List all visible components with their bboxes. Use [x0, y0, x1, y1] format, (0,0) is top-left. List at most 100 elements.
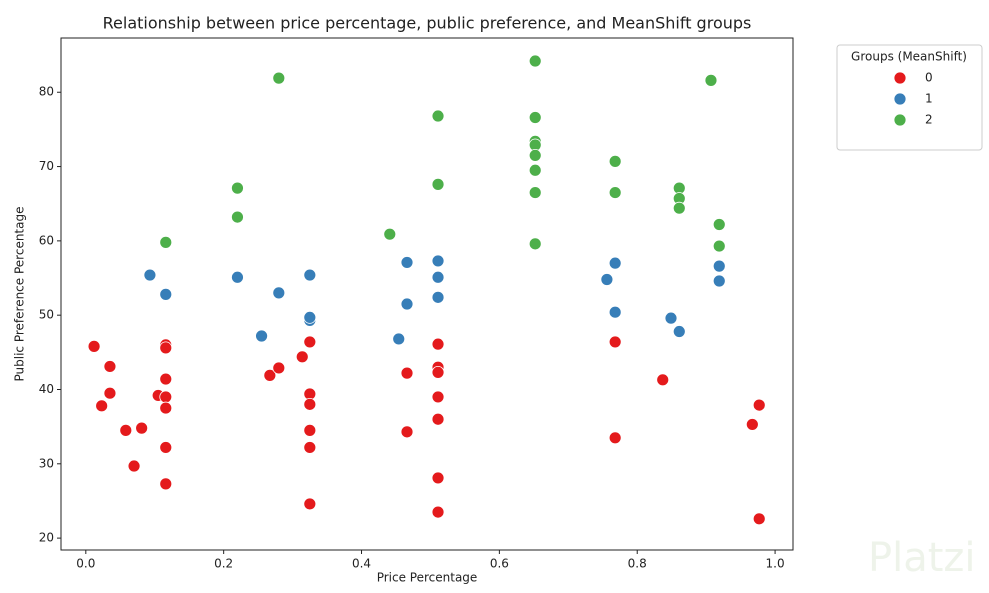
y-tick-label: 20	[39, 531, 54, 545]
point	[528, 54, 542, 68]
legend-marker	[893, 92, 907, 106]
point	[295, 350, 309, 364]
point	[95, 399, 109, 413]
point	[400, 297, 414, 311]
legend-marker	[893, 113, 907, 127]
point	[143, 268, 157, 282]
x-axis-label: Price Percentage	[377, 571, 478, 585]
point	[231, 181, 244, 195]
point	[528, 149, 542, 162]
point	[752, 398, 766, 412]
point	[712, 218, 726, 231]
y-tick-label: 50	[39, 308, 54, 322]
point	[431, 505, 445, 519]
point	[231, 270, 244, 284]
legend-label: 1	[925, 92, 933, 106]
point	[431, 337, 445, 351]
point	[745, 418, 759, 431]
point	[528, 237, 542, 251]
point	[672, 201, 686, 215]
point	[159, 477, 173, 491]
point	[431, 109, 445, 123]
chart-title: Relationship between price percentage, p…	[103, 14, 752, 33]
point	[431, 290, 445, 304]
point	[431, 254, 445, 268]
y-tick-label: 80	[39, 85, 54, 99]
point	[119, 423, 133, 437]
point	[431, 270, 445, 284]
point	[303, 311, 317, 324]
point	[103, 360, 117, 373]
point	[263, 368, 277, 382]
point	[528, 111, 542, 124]
point	[712, 239, 726, 253]
point	[608, 186, 622, 199]
x-tick-label: 0.4	[352, 557, 371, 571]
legend-label: 0	[925, 71, 933, 85]
point	[159, 341, 173, 355]
point	[303, 268, 317, 282]
point	[127, 459, 141, 473]
point	[400, 256, 414, 269]
point	[303, 441, 317, 454]
point	[704, 73, 718, 87]
x-tick-label: 0.2	[214, 557, 233, 571]
point	[303, 335, 317, 349]
point	[103, 386, 117, 400]
point	[608, 431, 622, 445]
point	[303, 423, 317, 437]
legend-box	[836, 44, 983, 151]
point	[383, 227, 397, 241]
point	[272, 286, 286, 300]
point	[231, 210, 244, 224]
x-tick-label: 0.8	[628, 557, 647, 571]
point	[87, 339, 101, 353]
point	[272, 361, 286, 375]
y-axis-label: Public Preference Percentage	[13, 207, 27, 382]
point	[608, 256, 622, 270]
point	[752, 512, 766, 526]
point	[712, 259, 726, 273]
point	[255, 329, 268, 343]
point	[159, 441, 173, 454]
legend-title: Groups (MeanShift)	[851, 50, 967, 64]
point	[159, 235, 173, 249]
point	[400, 425, 414, 439]
point	[272, 71, 286, 85]
y-tick-label: 70	[39, 159, 54, 173]
point	[159, 372, 173, 386]
point	[608, 335, 622, 349]
point	[135, 421, 149, 435]
legend-marker	[893, 71, 907, 85]
point	[656, 373, 670, 387]
point	[664, 311, 678, 325]
point	[303, 397, 317, 411]
x-tick-label: 1.0	[766, 557, 785, 571]
point	[159, 390, 173, 404]
point	[600, 273, 614, 286]
x-tick-label: 0.0	[76, 557, 95, 571]
point	[159, 401, 173, 415]
point	[672, 325, 686, 338]
point	[431, 471, 445, 485]
point	[431, 177, 445, 191]
point	[712, 274, 726, 288]
point	[159, 287, 173, 301]
point	[608, 305, 622, 319]
y-tick-label: 30	[39, 456, 54, 470]
legend-label: 2	[925, 113, 933, 127]
point	[431, 412, 445, 426]
point	[528, 186, 542, 199]
point	[608, 154, 622, 168]
x-tick-label: 0.6	[490, 557, 509, 571]
point	[528, 163, 542, 177]
y-tick-label: 60	[39, 233, 54, 247]
point	[431, 365, 445, 379]
watermark: Platzi	[868, 535, 976, 581]
point	[400, 366, 414, 380]
y-tick-label: 40	[39, 382, 54, 396]
point	[392, 332, 406, 346]
point	[303, 497, 317, 511]
point	[431, 390, 445, 404]
